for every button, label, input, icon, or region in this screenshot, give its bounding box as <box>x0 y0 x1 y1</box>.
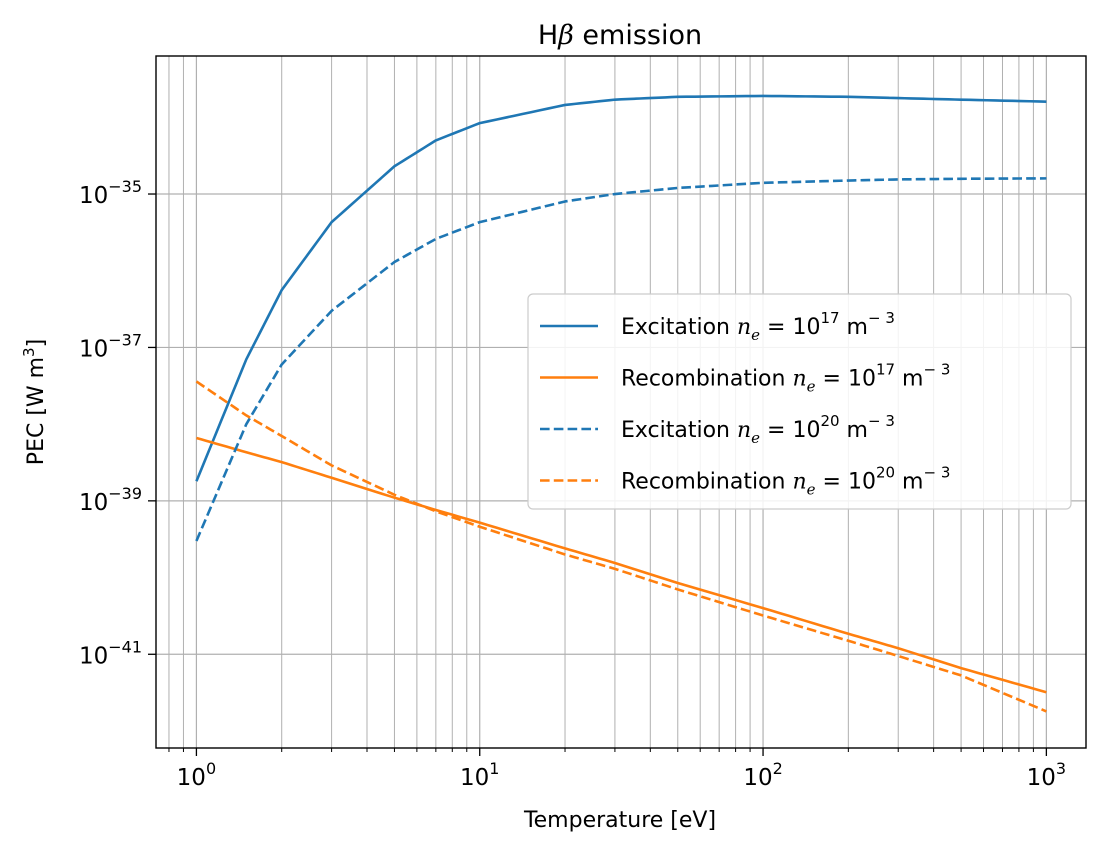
y-tick-label: 10−37 <box>79 330 142 362</box>
chart-title: Hβ emission <box>538 20 702 51</box>
x-tick-label: 100 <box>177 759 216 791</box>
plot-frame <box>155 55 1087 749</box>
y-tick-label: 10−35 <box>79 177 142 209</box>
legend-label-4: Recombination ne = 1020 m− 3 <box>621 464 950 499</box>
legend-label-3: Excitation ne = 1020 m− 3 <box>621 412 895 447</box>
x-axis-label: Temperature [eV] <box>523 808 716 833</box>
x-tick-label: 102 <box>743 759 782 791</box>
series-line-2 <box>196 436 1047 694</box>
legend-label-1: Excitation ne = 1017 m− 3 <box>621 309 895 344</box>
y-tick-label: 10−39 <box>79 484 142 516</box>
x-tick-label: 101 <box>460 759 499 791</box>
y-axis-label: PEC [W m3] <box>20 339 49 465</box>
x-tick-label: 103 <box>1027 759 1066 791</box>
legend-box <box>527 293 1072 510</box>
y-tick-label: 10−41 <box>79 637 142 669</box>
legend: Excitation ne = 1017 m− 3 Recombination n… <box>527 293 1072 510</box>
title-symbol: β <box>557 20 574 51</box>
legend-label-2: Recombination ne = 1017 m− 3 <box>621 361 950 396</box>
series-layer <box>195 94 1047 713</box>
series-line-4 <box>195 380 1047 713</box>
series-line-1 <box>195 94 1047 482</box>
series-line-3 <box>195 177 1047 542</box>
tick-layer: 10−35 10−37 10−39 10−41 100 101 102 103 <box>79 177 1066 791</box>
y-axis-label-exp: 3 <box>20 347 38 357</box>
